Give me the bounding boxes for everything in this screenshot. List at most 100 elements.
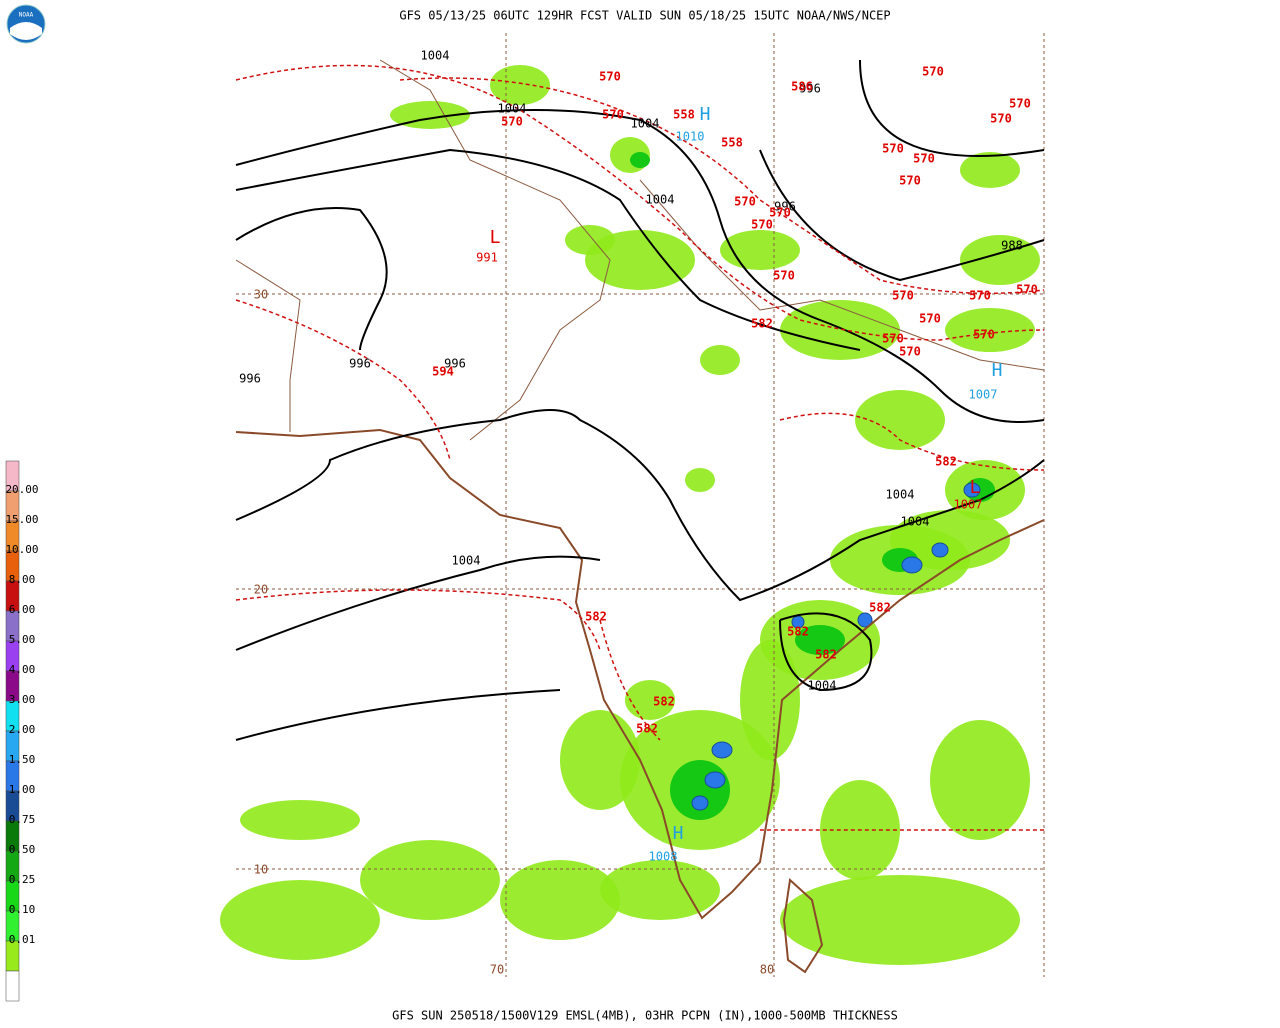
precip-area: [700, 345, 740, 375]
pressure-label: 1004: [421, 49, 450, 63]
precip-area: [960, 152, 1020, 188]
pressure-label: 996: [799, 82, 821, 96]
grid-label: 80: [760, 963, 774, 977]
legend-label: 0.25: [9, 873, 36, 886]
legend-label: 6.00: [9, 603, 36, 616]
grid-label: 70: [490, 963, 504, 977]
precip-area: [220, 880, 380, 960]
thickness-label: 570: [882, 332, 904, 346]
thickness-label: 570: [973, 328, 995, 342]
precip-heavy: [857, 612, 873, 628]
thickness-label: 570: [990, 112, 1012, 126]
center-value: 991: [476, 251, 498, 265]
precip-heavy: [901, 556, 923, 574]
center-symbol: H: [673, 823, 684, 844]
map-panel: [236, 33, 1044, 977]
thickness-label: 570: [892, 289, 914, 303]
thickness-label: 582: [653, 695, 675, 709]
thickness-label: 570: [913, 152, 935, 166]
precip-area: [560, 710, 640, 810]
center-value: 1007: [954, 498, 983, 512]
thickness-label: 570: [769, 206, 791, 220]
precip-core: [670, 760, 730, 820]
precip-area: [780, 300, 900, 360]
thickness-label: 586: [791, 80, 813, 94]
legend-label: 5.00: [9, 633, 36, 646]
pressure-label: 996: [444, 357, 466, 371]
thickness-label: 570: [734, 195, 756, 209]
precip-heavy: [691, 795, 709, 811]
precip-heavy: [704, 771, 726, 789]
precipitation: [220, 65, 1040, 965]
legend-label: 8.00: [9, 573, 36, 586]
legend-label: 1.50: [9, 753, 36, 766]
thickness-label: 558: [721, 136, 743, 150]
noaa-logo-bird: [10, 22, 42, 40]
precip-area: [890, 510, 1010, 570]
legend-label: 0.75: [9, 813, 36, 826]
thickness-label: 558: [673, 108, 695, 122]
logo-text: NOAA: [19, 12, 34, 19]
labels: 30 20 10 70 80 1004 1004 1004 1004 996 996 988 996 99…: [239, 49, 1038, 977]
precip-area: [600, 860, 720, 920]
thickness-label: 570: [501, 115, 523, 129]
thickness-label: 570: [899, 174, 921, 188]
thickness-contours: [235, 64, 1045, 831]
legend-label: 2.00: [9, 723, 36, 736]
legend-label: 1.00: [9, 783, 36, 796]
precip-heavy: [931, 542, 949, 558]
thickness-label: 570: [1009, 97, 1031, 111]
legend-label: 4.00: [9, 663, 36, 676]
thickness-label: 570: [599, 70, 621, 84]
precip-area: [945, 308, 1035, 352]
thickness-label: 570: [773, 269, 795, 283]
precip-area: [780, 875, 1020, 965]
thickness-label: 570: [922, 65, 944, 79]
precip-area: [855, 390, 945, 450]
precip-core: [630, 152, 650, 168]
precip-heavy: [711, 741, 733, 759]
pressure-label: 1004: [808, 679, 837, 693]
pressure-label: 1004: [452, 554, 481, 568]
pressure-label: 988: [1001, 239, 1023, 253]
pressure-label: 996: [239, 372, 261, 386]
thickness-label: 582: [869, 601, 891, 615]
thickness-label: 582: [787, 625, 809, 639]
pressure-label: 1004: [498, 102, 527, 116]
legend-label: 0.50: [9, 843, 36, 856]
header-title: GFS 05/13/25 06UTC 129HR FCST VALID SUN …: [399, 9, 890, 23]
thickness-label: 570: [899, 345, 921, 359]
precip-area: [360, 840, 500, 920]
thickness-label: 582: [636, 722, 658, 736]
precip-area: [500, 860, 620, 940]
thickness-label: 582: [815, 648, 837, 662]
legend-swatch: [5, 970, 20, 1002]
legend-label: 0.10: [9, 903, 36, 916]
pressure-label: 1004: [646, 193, 675, 207]
center-symbol: L: [490, 227, 501, 248]
center-symbol: H: [700, 104, 711, 125]
legend-label: 20.00: [5, 483, 38, 496]
grid-label: 20: [254, 583, 268, 597]
legend-label: 3.00: [9, 693, 36, 706]
center-value: 1007: [969, 388, 998, 402]
center-symbol: H: [992, 360, 1003, 381]
legend: 20.00 15.00 10.00 8.00 6.00 5.00 4.00 3.00 2.00 1…: [5, 460, 39, 1002]
precip-area: [720, 230, 800, 270]
thickness-label: 582: [751, 317, 773, 331]
thickness-label: 594: [432, 365, 454, 379]
precip-area: [625, 680, 675, 720]
thickness-label: 570: [751, 218, 773, 232]
thickness-label: 570: [602, 108, 624, 122]
grid-label: 30: [254, 288, 268, 302]
pressure-label: 1004: [631, 117, 660, 131]
precip-core: [795, 625, 845, 655]
pressure-label: 996: [774, 200, 796, 214]
thickness-label: 570: [919, 312, 941, 326]
legend-label: 10.00: [5, 543, 38, 556]
precip-area: [930, 720, 1030, 840]
center-value: 1010: [676, 130, 705, 144]
thickness-label: 582: [935, 455, 957, 469]
footer-text: GFS SUN 250518/1500V129 EMSL(4MB), 03HR …: [392, 1009, 898, 1023]
